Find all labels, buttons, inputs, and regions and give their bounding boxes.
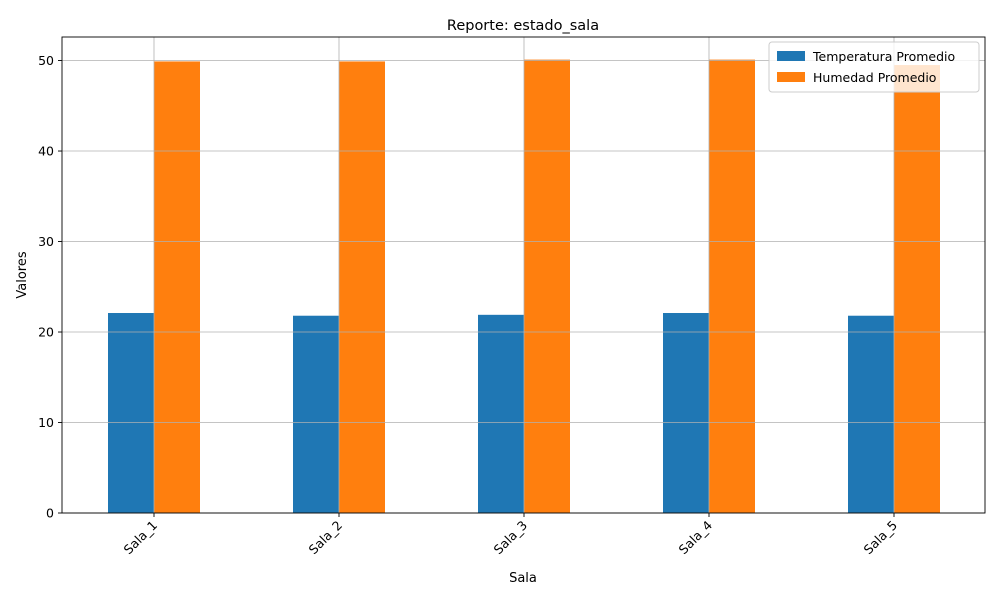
legend-label-2: Humedad Promedio — [813, 70, 936, 85]
legend-swatch-1 — [777, 51, 805, 61]
x-tick-label-sala_5: Sala_5 — [861, 518, 901, 558]
chart-title: Reporte: estado_sala — [447, 18, 599, 34]
bar-sala_5-series-1 — [848, 315, 894, 513]
x-tick-label-sala_3: Sala_3 — [491, 518, 531, 558]
bar-sala_2-series-1 — [293, 315, 339, 513]
y-axis-label: Valores — [15, 251, 30, 298]
legend-box — [768, 41, 980, 93]
x-tick-label-sala_4: Sala_4 — [676, 517, 716, 557]
y-tick-label: 50 — [38, 53, 54, 68]
legend-label-1: Temperatura Promedio — [812, 49, 955, 64]
bar-sala_1-series-2 — [154, 61, 200, 513]
legend-swatch-2 — [777, 72, 805, 82]
y-tick-label: 0 — [46, 506, 54, 521]
y-tick-label: 40 — [38, 144, 54, 159]
x-tick-label-sala_2: Sala_2 — [306, 518, 346, 558]
bar-sala_4-series-1 — [663, 313, 709, 513]
x-tick-label-sala_1: Sala_1 — [121, 518, 161, 558]
bar-sala_5-series-2 — [894, 65, 940, 514]
bar-sala_4-series-2 — [709, 59, 755, 514]
bar-sala_2-series-2 — [339, 61, 385, 513]
y-tick-label: 20 — [38, 325, 54, 340]
plot-frame — [61, 36, 986, 514]
bar-sala_1-series-1 — [108, 313, 154, 513]
y-tick-label: 30 — [38, 234, 54, 249]
x-axis-label: Sala — [509, 571, 537, 586]
bars — [108, 59, 940, 514]
y-tick-label: 10 — [38, 415, 54, 430]
bar-sala_3-series-2 — [524, 59, 570, 514]
bar-sala_3-series-1 — [478, 314, 524, 513]
legend: Temperatura Promedio Humedad Promedio — [768, 41, 980, 93]
